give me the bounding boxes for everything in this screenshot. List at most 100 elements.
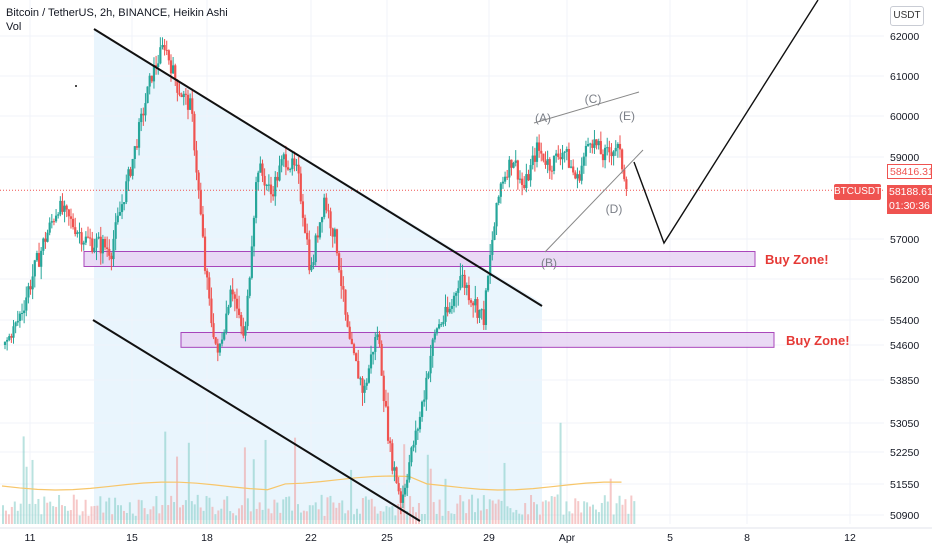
candle-body bbox=[116, 215, 119, 223]
candle bbox=[82, 240, 85, 251]
volume-bar bbox=[382, 511, 385, 524]
candle bbox=[52, 218, 56, 226]
candle-body bbox=[418, 416, 422, 430]
candle-body bbox=[337, 253, 341, 271]
candle bbox=[61, 193, 64, 215]
candle-body bbox=[152, 65, 156, 82]
volume-bar bbox=[594, 509, 597, 524]
candle bbox=[565, 146, 568, 161]
candle bbox=[501, 176, 505, 189]
candle bbox=[552, 155, 556, 175]
candle-body bbox=[614, 147, 617, 152]
volume-bar bbox=[541, 501, 544, 524]
candle bbox=[184, 87, 187, 105]
candle bbox=[478, 309, 481, 324]
candle-body bbox=[465, 285, 468, 288]
candle bbox=[306, 223, 309, 246]
candle bbox=[463, 269, 466, 296]
candle bbox=[172, 57, 175, 75]
volume-bar bbox=[196, 494, 199, 524]
volume-bar bbox=[149, 509, 152, 524]
volume-bar bbox=[255, 508, 258, 524]
candle bbox=[512, 161, 515, 169]
volume-bar bbox=[205, 496, 208, 524]
volume-bar bbox=[308, 505, 311, 524]
volume-bar bbox=[28, 503, 31, 524]
candle bbox=[71, 213, 75, 230]
candle-body bbox=[365, 382, 368, 386]
candle-body bbox=[331, 228, 334, 237]
candle bbox=[265, 183, 268, 191]
candle bbox=[480, 308, 483, 320]
candle-body bbox=[320, 217, 324, 223]
candle-body bbox=[237, 308, 241, 315]
candle-body bbox=[180, 94, 183, 98]
candle bbox=[118, 201, 122, 216]
candle bbox=[333, 227, 336, 244]
candle-body bbox=[272, 194, 275, 197]
candle-body bbox=[257, 172, 260, 183]
volume-bar bbox=[426, 454, 429, 524]
candle-body bbox=[348, 326, 351, 339]
candle bbox=[101, 234, 104, 264]
candle bbox=[203, 228, 207, 275]
volume-bar bbox=[273, 499, 276, 524]
candle bbox=[578, 170, 581, 183]
candle-body bbox=[318, 222, 322, 238]
candle-body bbox=[114, 222, 117, 239]
candle-body bbox=[148, 75, 151, 87]
volume-bar bbox=[412, 506, 415, 524]
volume-bar bbox=[87, 515, 90, 524]
candle-body bbox=[325, 197, 328, 211]
volume-bar bbox=[170, 495, 173, 524]
candle bbox=[255, 176, 258, 224]
candle bbox=[246, 289, 249, 331]
volume-bar bbox=[630, 495, 633, 524]
candle bbox=[35, 250, 39, 262]
candle-body bbox=[621, 149, 624, 170]
candle bbox=[397, 477, 400, 495]
volume-bar bbox=[586, 502, 589, 524]
candle bbox=[103, 236, 107, 251]
candle-body bbox=[208, 277, 211, 299]
candle-body bbox=[14, 322, 17, 327]
candle-body bbox=[563, 151, 566, 153]
candle bbox=[431, 337, 434, 368]
volume-bar bbox=[373, 506, 376, 524]
candle bbox=[214, 337, 217, 345]
candle bbox=[37, 242, 41, 268]
candle-body bbox=[561, 152, 564, 160]
candle bbox=[201, 205, 205, 239]
volume-bar bbox=[518, 513, 521, 524]
candle-body bbox=[203, 236, 207, 271]
candle bbox=[325, 193, 328, 214]
volume-bar bbox=[223, 499, 226, 524]
candle bbox=[329, 207, 332, 236]
price-tick-label: 53850 bbox=[890, 375, 919, 387]
candle-body bbox=[50, 221, 53, 223]
volume-bar bbox=[391, 506, 394, 524]
volume-bar bbox=[264, 439, 267, 524]
candle bbox=[521, 172, 524, 196]
volume-bar bbox=[128, 502, 131, 524]
candle-body bbox=[431, 339, 434, 356]
candle bbox=[178, 83, 181, 97]
candle bbox=[601, 149, 605, 168]
currency-unit-button[interactable]: USDT bbox=[890, 6, 924, 26]
volume-bar bbox=[285, 496, 288, 524]
candle bbox=[625, 176, 628, 196]
volume-label: Vol bbox=[6, 21, 22, 33]
candle bbox=[340, 257, 343, 299]
candle bbox=[574, 170, 577, 180]
candle-body bbox=[363, 385, 366, 393]
candle-body bbox=[308, 239, 311, 271]
candle-body bbox=[395, 467, 398, 484]
candle bbox=[108, 239, 111, 261]
price-tag-high: 58416.31 bbox=[887, 164, 932, 179]
candle-body bbox=[391, 443, 394, 471]
candle bbox=[191, 88, 194, 122]
volume-bar bbox=[326, 497, 329, 524]
candle-body bbox=[357, 360, 360, 379]
